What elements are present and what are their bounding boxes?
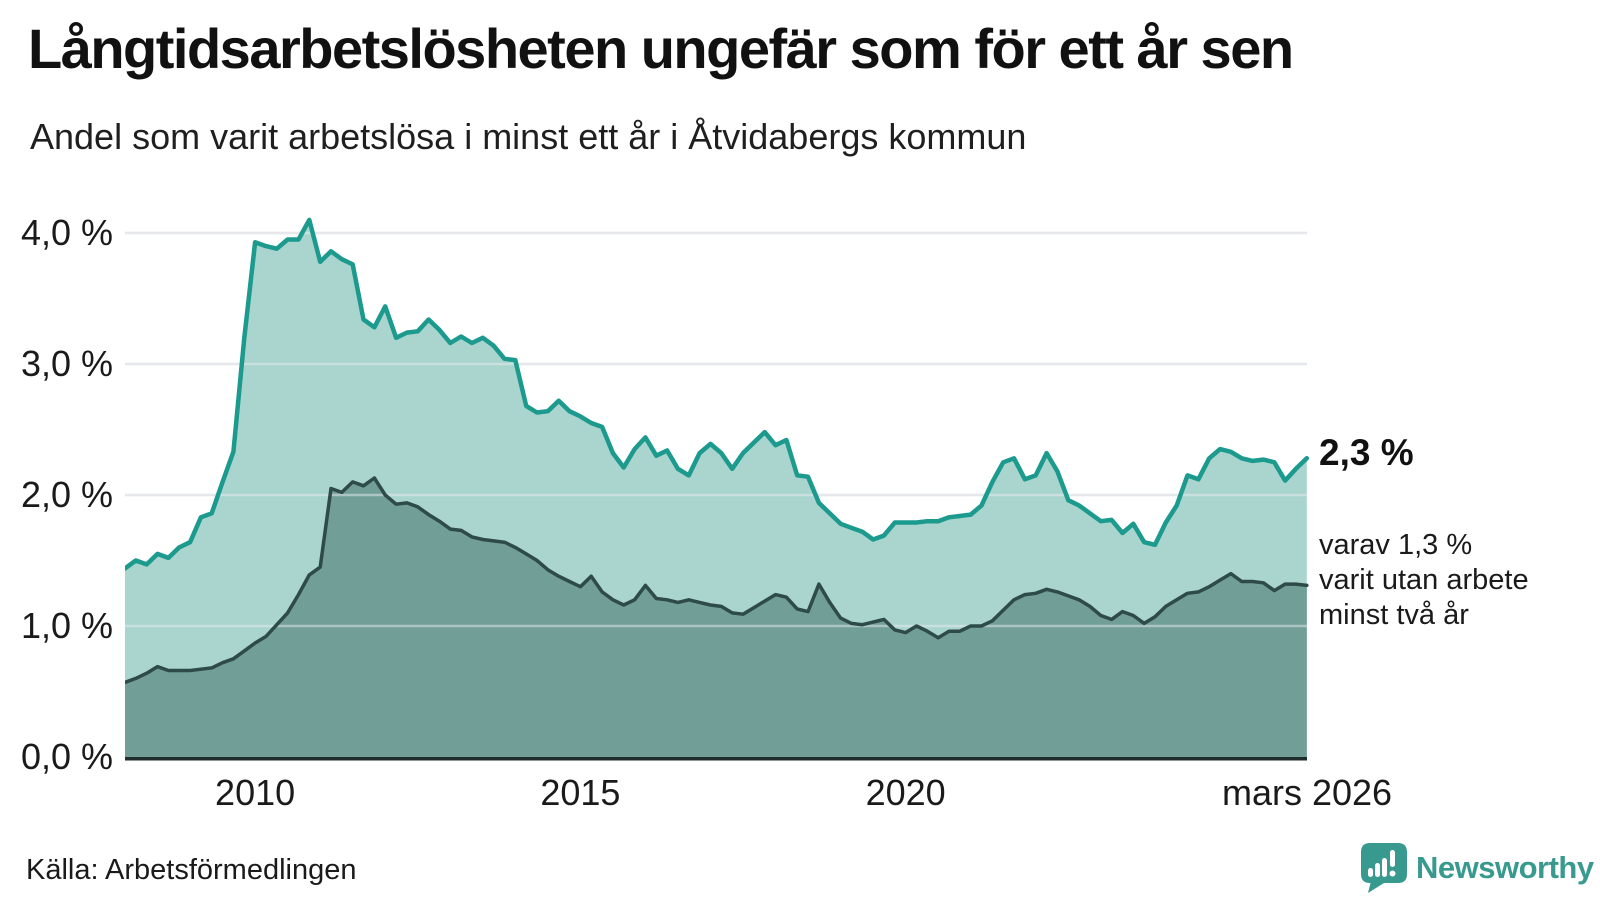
y-tick-label: 3,0 %	[20, 343, 113, 384]
annotation-line: minst två år	[1319, 599, 1469, 631]
page-title: Långtidsarbetslösheten ungefär som för e…	[28, 17, 1294, 80]
annotation-line: varit utan arbete	[1319, 564, 1529, 596]
line-two-years	[125, 476, 1309, 685]
y-tick-label: 0,0 %	[20, 736, 113, 777]
x-tick-label: 2015	[540, 772, 621, 813]
annotation-line: varav 1,3 %	[1319, 529, 1473, 561]
series-end-label-total: 2,3 %	[1319, 432, 1414, 473]
area-chart	[125, 217, 1309, 761]
page-subtitle: Andel som varit arbetslösa i minst ett å…	[30, 116, 1027, 157]
x-tick-label: 2020	[865, 772, 946, 813]
newsworthy-icon	[1361, 843, 1407, 893]
series-end-label-subseries: varav 1,3 % varit utan arbete minst två …	[1319, 528, 1529, 633]
brand-name: Newsworthy	[1416, 850, 1594, 885]
brand-logo: Newsworthy	[1360, 842, 1594, 894]
source-credit: Källa: Arbetsförmedlingen	[26, 854, 357, 886]
x-tick-label: mars 2026	[1221, 772, 1393, 813]
area-two-years	[125, 478, 1307, 757]
y-tick-label: 2,0 %	[20, 474, 113, 515]
y-tick-label: 4,0 %	[20, 212, 113, 253]
y-tick-label: 1,0 %	[20, 605, 113, 646]
x-tick-label: 2010	[215, 772, 296, 813]
x-axis-line	[125, 757, 1307, 761]
line-total	[125, 217, 1309, 571]
